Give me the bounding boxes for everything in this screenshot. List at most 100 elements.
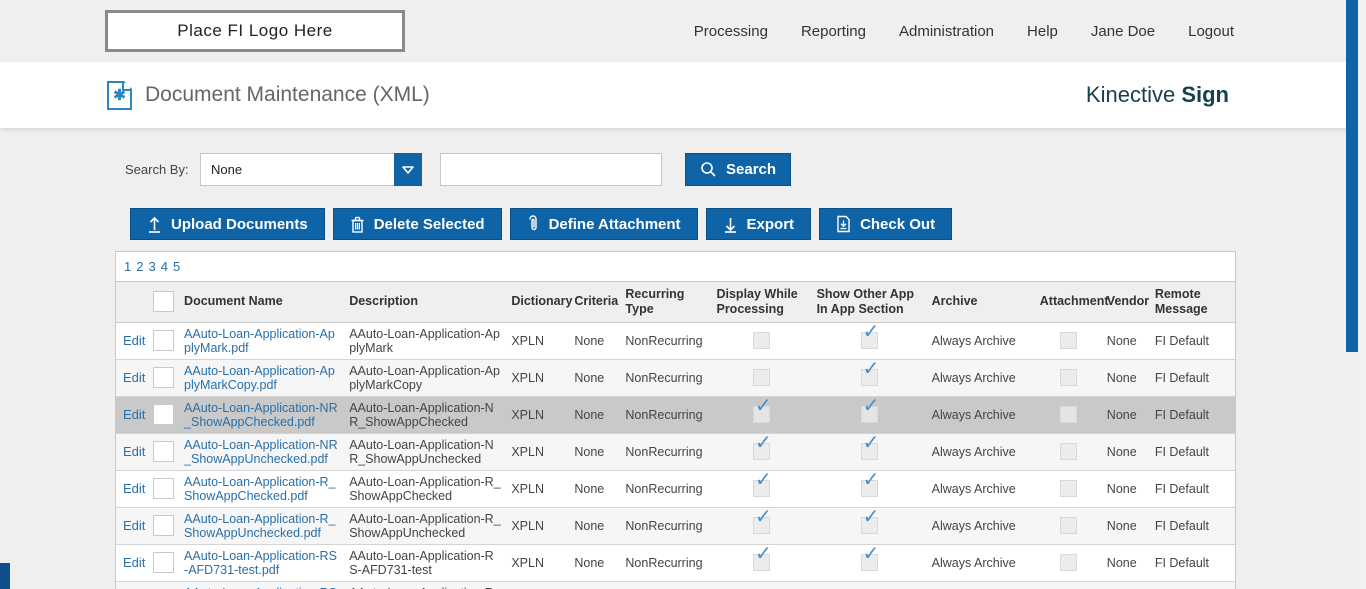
document-name-link[interactable]: AAuto-Loan-Application-RS-AFD731-test.pd…	[184, 548, 337, 577]
document-name-link[interactable]: AAuto-Loan-Application-ApplyMark.pdf	[184, 326, 335, 355]
search-row: Search By: None Search	[125, 153, 1366, 186]
display-while-processing-cell	[716, 359, 816, 396]
row-checkbox[interactable]	[153, 552, 175, 573]
documents-table: Document Name Description Dictionary Cri…	[116, 282, 1235, 589]
trash-icon	[351, 216, 364, 233]
attachment-cell	[1040, 581, 1107, 589]
dictionary-cell: XPLN	[511, 481, 544, 496]
remote-message-cell: FI Default	[1154, 555, 1210, 570]
attachment-cell	[1040, 359, 1107, 396]
dictionary-cell: XPLN	[511, 555, 544, 570]
row-checkbox[interactable]	[153, 367, 175, 388]
search-input[interactable]	[440, 153, 662, 186]
attachment-cell	[1040, 396, 1107, 433]
edit-link[interactable]: Edit	[123, 443, 146, 459]
document-name-link[interactable]: AAuto-Loan-Application-R_ShowAppChecked.…	[184, 474, 336, 503]
upload-documents-button[interactable]: Upload Documents	[130, 208, 325, 240]
nav-item-logout[interactable]: Logout	[1188, 22, 1234, 40]
page-link-3[interactable]: 3	[148, 259, 156, 274]
page-link-2[interactable]: 2	[136, 259, 144, 274]
page-link-5[interactable]: 5	[172, 259, 181, 274]
row-checkbox[interactable]	[153, 330, 175, 351]
header-criteria: Criteria	[574, 282, 626, 323]
edit-link[interactable]: Edit	[123, 369, 146, 385]
header-archive: Archive	[931, 282, 1040, 323]
table-body: Edit AAuto-Loan-Application-ApplyMark.pd…	[116, 322, 1235, 589]
header-document-name: Document Name	[184, 282, 350, 323]
fi-logo-placeholder: Place FI Logo Here	[105, 10, 405, 52]
nav-item-processing[interactable]: Processing	[693, 22, 768, 40]
show-other-app-flag-checked	[860, 362, 879, 386]
remote-message-cell: FI Default	[1154, 518, 1210, 533]
recurring-type-cell: NonRecurring	[625, 518, 703, 533]
vendor-cell: None	[1106, 370, 1137, 385]
recurring-type-cell: NonRecurring	[625, 555, 703, 570]
document-name-link[interactable]: AAuto-Loan-Application-NR_ShowAppChecked…	[184, 400, 338, 429]
fi-logo-text: Place FI Logo Here	[177, 21, 333, 40]
remote-message-cell: FI Default	[1154, 444, 1210, 459]
page-link-4[interactable]: 4	[160, 259, 168, 274]
page-link-1[interactable]: 1	[124, 259, 132, 274]
dictionary-cell: XPLN	[511, 370, 544, 385]
row-checkbox[interactable]	[153, 478, 175, 499]
search-button[interactable]: Search	[685, 153, 792, 186]
content-area: Search By: None Search Upload Documents …	[0, 128, 1366, 589]
chevron-down-icon	[394, 153, 422, 186]
vendor-cell: None	[1106, 333, 1137, 348]
nav-item-user[interactable]: Jane Doe	[1090, 22, 1156, 40]
display-while-processing-flag-checked	[753, 436, 772, 460]
horizontal-scrollbar-thumb[interactable]	[0, 563, 10, 589]
row-checkbox[interactable]	[153, 404, 175, 425]
vendor-cell: None	[1106, 444, 1137, 459]
dictionary-cell: XPLN	[511, 444, 544, 459]
action-buttons: Upload Documents Delete Selected Define …	[130, 208, 1366, 240]
edit-link[interactable]: Edit	[123, 406, 146, 422]
nav-item-help[interactable]: Help	[1027, 22, 1058, 40]
select-all-checkbox[interactable]	[153, 291, 175, 313]
brand-logo: Kinective Sign	[1086, 82, 1229, 108]
vendor-cell: None	[1106, 481, 1137, 496]
criteria-cell: None	[574, 333, 605, 348]
show-other-app-cell	[817, 396, 932, 433]
delete-selected-button[interactable]: Delete Selected	[332, 208, 502, 240]
paperclip-icon	[528, 215, 537, 231]
document-name-link[interactable]: AAuto-Loan-Application-ApplyMarkCopy.pdf	[184, 363, 335, 392]
header-remote-message: Remote Message	[1154, 282, 1235, 323]
display-while-processing-flag-checked	[753, 399, 772, 423]
description-cell: AAuto-Loan-Application-R_ShowAppChecked	[349, 474, 501, 503]
vertical-scrollbar-thumb[interactable]	[1346, 0, 1358, 352]
export-button[interactable]: Export	[705, 208, 812, 240]
archive-cell: Always Archive	[931, 481, 1016, 496]
nav-item-reporting[interactable]: Reporting	[800, 22, 866, 40]
document-name-link[interactable]: AAuto-Loan-Application-R_ShowAppUnchecke…	[184, 511, 336, 540]
display-while-processing-cell	[716, 433, 816, 470]
show-other-app-cell	[817, 507, 932, 544]
archive-cell: Always Archive	[931, 370, 1016, 385]
edit-link[interactable]: Edit	[123, 517, 146, 533]
show-other-app-cell	[817, 544, 932, 581]
document-name-link[interactable]: AAuto-Loan-Application-NR_ShowAppUncheck…	[184, 437, 338, 466]
description-cell: AAuto-Loan-Application-ApplyMark	[349, 326, 500, 355]
dictionary-cell: XPLN	[511, 333, 544, 348]
edit-link[interactable]: Edit	[123, 332, 146, 348]
document-name-link[interactable]: AAuto-Loan-Application-RS-	[184, 586, 337, 589]
header-display-while-processing: Display While Processing	[716, 282, 817, 323]
define-attachment-button[interactable]: Define Attachment	[509, 208, 698, 240]
remote-message-cell: FI Default	[1154, 370, 1210, 385]
topbar: Place FI Logo Here Processing Reporting …	[0, 0, 1366, 62]
show-other-app-cell	[817, 470, 932, 507]
show-other-app-flag-checked	[860, 473, 879, 497]
table-row: Edit AAuto-Loan-Application-R_ShowAppUnc…	[116, 507, 1235, 544]
row-checkbox[interactable]	[153, 515, 175, 536]
check-out-button[interactable]: Check Out	[819, 208, 953, 240]
table-row: AAuto-Loan-Application-RS- AAuto-Loan-Ap…	[116, 581, 1235, 589]
display-while-processing-cell	[716, 581, 816, 589]
row-checkbox[interactable]	[153, 441, 175, 462]
search-by-dropdown[interactable]: None	[200, 153, 422, 186]
titlebar: ✱ Document Maintenance (XML) Kinective S…	[0, 62, 1366, 128]
edit-link[interactable]: Edit	[123, 480, 146, 496]
dictionary-cell: XPLN	[511, 407, 544, 422]
page-title: Document Maintenance (XML)	[145, 83, 430, 106]
edit-link[interactable]: Edit	[123, 554, 146, 570]
nav-item-administration[interactable]: Administration	[898, 22, 995, 40]
